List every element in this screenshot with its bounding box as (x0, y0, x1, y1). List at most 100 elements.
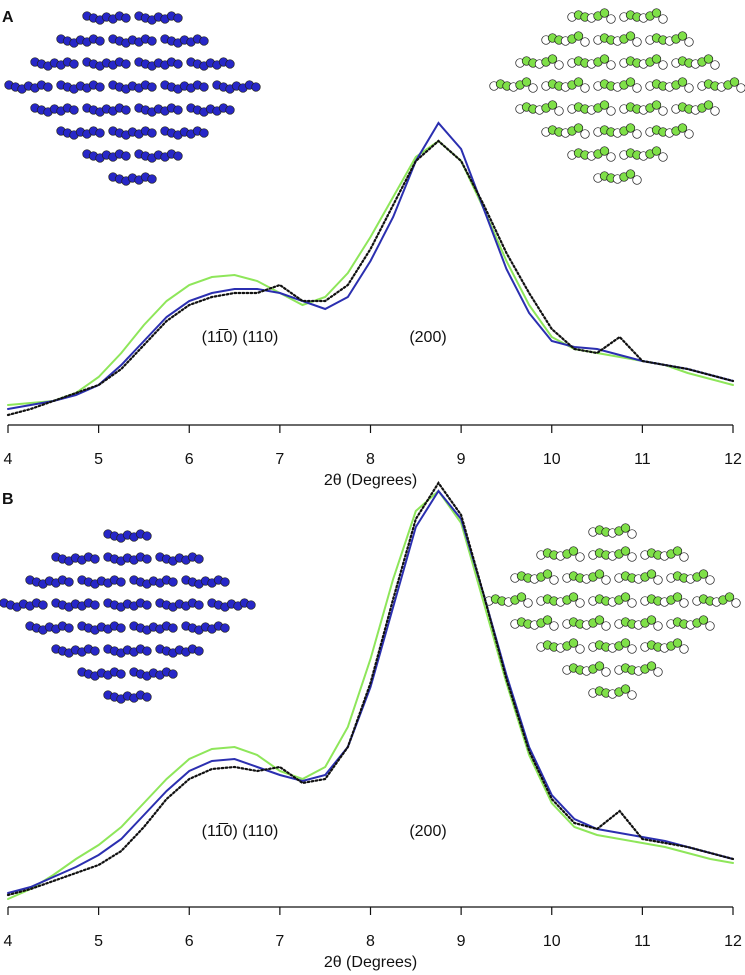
atom (627, 644, 637, 654)
atom (90, 600, 100, 610)
atom (173, 105, 183, 115)
atom (199, 128, 209, 138)
atom (64, 623, 74, 633)
atom (646, 615, 657, 625)
atom (580, 83, 590, 93)
atom (672, 638, 683, 648)
x-tick-label: 8 (366, 933, 375, 950)
x-tick-label: 5 (94, 451, 103, 468)
atom (601, 667, 611, 677)
fit-line (7, 121, 734, 410)
x-tick-label: 4 (4, 451, 13, 468)
atom (194, 600, 204, 610)
molecule-packing (0, 529, 256, 704)
atom (646, 661, 657, 671)
atom (625, 77, 636, 87)
atom (251, 82, 261, 92)
atom (632, 83, 642, 93)
atom (225, 59, 235, 69)
atom (554, 60, 564, 70)
atom (672, 546, 683, 556)
atom (147, 174, 157, 184)
annotation: (200) (409, 329, 446, 346)
atom (632, 129, 642, 139)
atom (606, 106, 616, 116)
atom (710, 60, 720, 70)
atom (658, 14, 668, 24)
panel-label: B (2, 491, 14, 508)
atom (705, 575, 715, 585)
fit-line (7, 139, 734, 406)
atom (142, 600, 152, 610)
atom (568, 546, 579, 556)
atom (521, 77, 532, 87)
atom (547, 100, 558, 110)
x-tick-label: 9 (457, 933, 466, 950)
atom (651, 100, 662, 110)
annotation: (11̅0) (110) (202, 822, 279, 840)
x-tick-label: 5 (94, 933, 103, 950)
atom (684, 37, 694, 47)
atom (194, 646, 204, 656)
atom (568, 592, 579, 602)
atom (95, 36, 105, 46)
x-tick-label: 10 (543, 451, 561, 468)
atom (121, 13, 131, 23)
x-axis-label: 2θ (Degrees) (324, 954, 417, 971)
molecule-packing (484, 523, 741, 700)
x-tick-label: 6 (185, 933, 194, 950)
atom (121, 105, 131, 115)
annotation: (11̅0) (110) (202, 328, 279, 346)
atom (554, 106, 564, 116)
atom (620, 592, 631, 602)
atom (38, 600, 48, 610)
x-tick-label: 4 (4, 933, 13, 950)
atom (194, 554, 204, 564)
atom (573, 31, 584, 41)
atom (653, 667, 663, 677)
x-tick-label: 7 (275, 451, 284, 468)
atom (575, 552, 585, 562)
x-tick-label: 12 (724, 933, 742, 950)
molecule-packing (4, 11, 261, 186)
atom (246, 600, 256, 610)
atom (549, 575, 559, 585)
atom (705, 621, 715, 631)
atom (116, 623, 126, 633)
atom (121, 151, 131, 161)
atom (168, 669, 178, 679)
fit-line (7, 489, 734, 894)
atom (516, 592, 527, 602)
x-axis-label: 2θ (Degrees) (324, 472, 417, 489)
atom (625, 123, 636, 133)
x-tick-label: 9 (457, 451, 466, 468)
atom (147, 128, 157, 138)
atom (220, 577, 230, 587)
atom (95, 82, 105, 92)
atom (620, 638, 631, 648)
atom (121, 59, 131, 69)
atom (601, 575, 611, 585)
atom (679, 644, 689, 654)
atom (606, 60, 616, 70)
atom (620, 684, 631, 694)
fit-line (7, 489, 734, 900)
atom (575, 644, 585, 654)
atom (651, 8, 662, 18)
atom (710, 106, 720, 116)
atom (599, 146, 610, 156)
atom (632, 37, 642, 47)
atom (625, 31, 636, 41)
atom (142, 692, 152, 702)
atom (43, 82, 53, 92)
atom (677, 77, 688, 87)
atom (651, 54, 662, 64)
atom (627, 529, 637, 539)
atom (142, 531, 152, 541)
atom (599, 8, 610, 18)
atom (698, 569, 709, 579)
atom (594, 569, 605, 579)
atom (606, 152, 616, 162)
atom (684, 129, 694, 139)
atom (653, 621, 663, 631)
